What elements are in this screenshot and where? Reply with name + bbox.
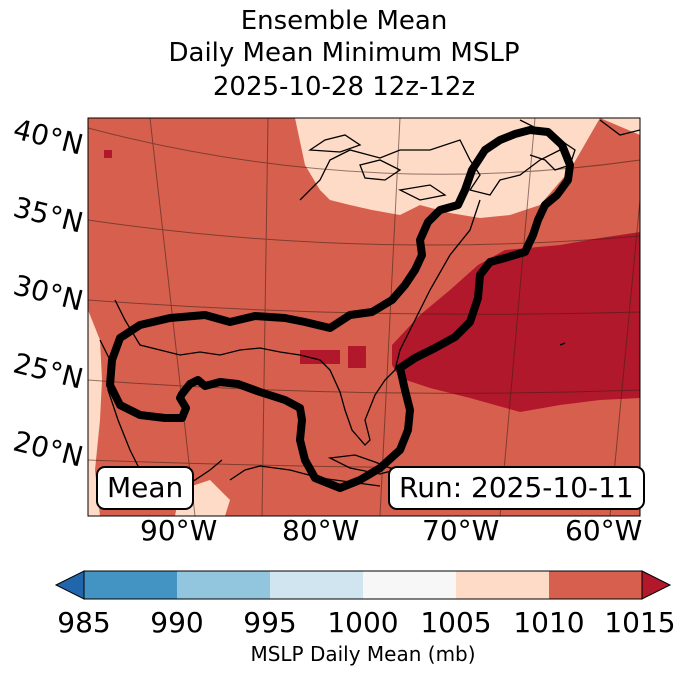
colorbar-tick-1010: 1010 [513, 606, 585, 639]
colorbar-tick-1005: 1005 [420, 606, 492, 639]
colorbar-label: MSLP Daily Mean (mb) [250, 642, 476, 666]
colorbar-segment-990-995 [177, 571, 270, 599]
colorbar-outline [83, 570, 643, 600]
run-label-box: Run: 2025-10-11 [388, 466, 645, 510]
region-1005-1010-west [88, 310, 102, 516]
high-pressure-speck [104, 150, 112, 158]
title-line-3: 2025-10-28 12z-12z [212, 72, 476, 102]
high-pressure-blob-1 [300, 350, 340, 364]
contour-1010mb [106, 126, 574, 492]
colorbar-tick-1015: 1015 [604, 606, 676, 639]
colorbar-segment-1000-1005 [363, 571, 456, 599]
mean-label-box: Mean [96, 466, 195, 510]
high-pressure-blob-2 [348, 346, 366, 368]
colorbar-segment-985-990 [84, 571, 177, 599]
colorbar-tick-990: 990 [150, 606, 204, 639]
lon-label-60w: 60°W [565, 514, 643, 547]
colorbar-tick-985: 985 [57, 606, 111, 639]
lon-label-70w: 70°W [422, 514, 500, 547]
colorbar-under-triangle [54, 570, 85, 600]
title-line-1: Ensemble Mean [240, 6, 448, 36]
region-1005-1010-north [295, 118, 640, 218]
colorbar-over-triangle [641, 570, 672, 600]
colorbar-tick-1000: 1000 [327, 606, 399, 639]
colorbar-segment-1005-1010 [456, 571, 549, 599]
colorbar-tick-995: 995 [243, 606, 297, 639]
lon-label-80w: 80°W [282, 514, 360, 547]
colorbar-segment-995-1000 [270, 571, 363, 599]
map-frame [87, 117, 641, 517]
lon-label-90w: 90°W [140, 514, 218, 547]
title-line-2: Daily Mean Minimum MSLP [168, 38, 520, 68]
region-over-1015 [392, 232, 640, 412]
colorbar-segment-1010-1015 [549, 571, 642, 599]
